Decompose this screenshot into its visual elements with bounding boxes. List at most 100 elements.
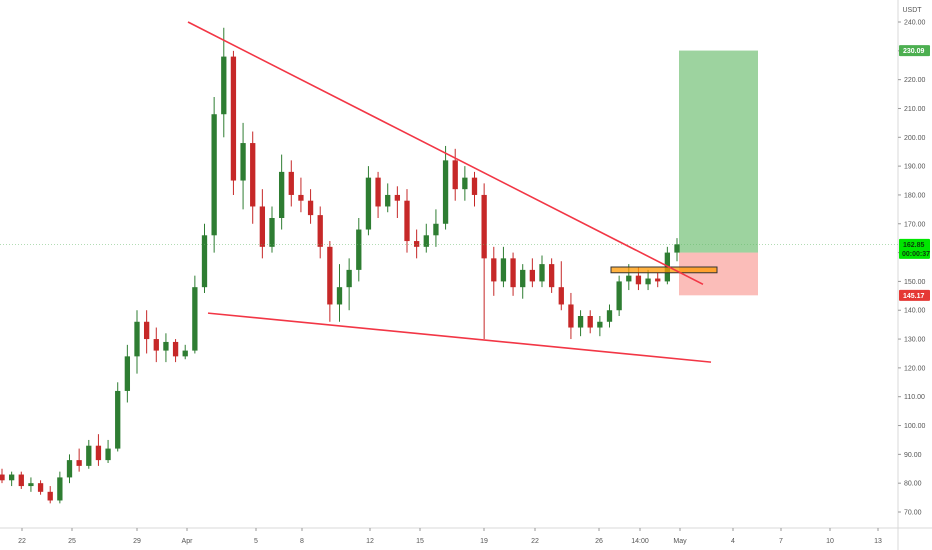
x-tick-label: 25 — [68, 538, 76, 545]
y-tick-label: 170.00 — [904, 221, 926, 228]
y-tick-label: 120.00 — [904, 365, 926, 372]
candle-body — [269, 218, 275, 247]
upper-resistance-trendline — [187, 21, 704, 286]
candle-body — [375, 177, 381, 207]
candle-body — [211, 114, 217, 236]
candle-body — [442, 160, 449, 224]
candle-body — [500, 258, 507, 282]
candle-body — [192, 287, 198, 351]
candle-body — [655, 278, 661, 282]
candle-body — [491, 258, 497, 282]
time-axis[interactable]: 22 25 29 Apr 5 8 12 15 19 22 26 14:00 May 4 7 10 13 — [18, 528, 882, 545]
y-tick-label: 100.00 — [904, 423, 926, 430]
candle-body — [548, 264, 555, 288]
x-tick-label: 22 — [18, 538, 26, 545]
candlestick-series — [0, 27, 680, 504]
candle-body — [423, 235, 429, 247]
position-zones — [679, 50, 758, 296]
x-tick-label: 22 — [531, 538, 539, 545]
candle-body — [558, 287, 564, 305]
candle-body — [221, 56, 227, 115]
price-badge-value: 145.17 — [903, 293, 925, 300]
candle-body — [471, 177, 478, 195]
candle-body — [597, 321, 603, 328]
candle-body — [413, 241, 420, 247]
candle-body — [86, 445, 92, 466]
candle-body — [587, 316, 593, 328]
candle-body — [259, 206, 266, 247]
candle-body — [250, 143, 256, 207]
price-axis[interactable]: 70.00 80.00 90.00 100.00 110.00 120.00 130.00 1… — [898, 20, 926, 517]
x-tick-label: 14:00 — [631, 538, 649, 545]
currency-label: USDT — [902, 7, 922, 14]
y-tick-label: 180.00 — [904, 192, 926, 199]
candle-body — [520, 269, 526, 288]
candle-body — [404, 200, 410, 242]
x-tick-label: 10 — [826, 538, 834, 545]
candle-body — [616, 281, 622, 311]
y-tick-label: 80.00 — [904, 481, 922, 488]
y-tick-label: 190.00 — [904, 164, 926, 171]
candle-body — [18, 474, 24, 487]
candle-body — [385, 194, 391, 207]
y-tick-label: 140.00 — [904, 308, 926, 315]
y-tick-label: 130.00 — [904, 337, 926, 344]
x-tick-label: 15 — [416, 538, 424, 545]
candle-body — [336, 287, 343, 305]
x-tick-label: 12 — [366, 538, 374, 545]
candle-body — [28, 483, 34, 487]
candle-body — [288, 171, 294, 195]
candle-body — [452, 160, 458, 190]
candle-body — [645, 278, 651, 285]
candle-body — [529, 269, 536, 282]
candle-body — [37, 483, 44, 492]
candle-body — [172, 341, 179, 357]
x-tick-label: 19 — [480, 538, 488, 545]
price-badge-value: 162.85 — [903, 242, 925, 249]
candle-body — [327, 246, 333, 305]
y-tick-label: 200.00 — [904, 135, 926, 142]
candle-body — [0, 474, 5, 481]
x-tick-label: 8 — [300, 538, 304, 545]
x-tick-label: May — [673, 538, 687, 545]
candle-body — [568, 304, 574, 328]
candle-body — [163, 341, 169, 351]
x-tick-label: 26 — [595, 538, 603, 545]
loss-zone — [679, 252, 758, 296]
y-tick-label: 90.00 — [904, 452, 922, 459]
countdown-label: 00:00:37 — [902, 251, 930, 258]
candle-body — [230, 56, 237, 181]
candle-body — [124, 356, 131, 391]
candle-body — [356, 229, 362, 270]
profit-zone — [679, 50, 758, 253]
candle-body — [240, 143, 246, 181]
candle-body — [66, 460, 73, 478]
candle-body — [278, 171, 285, 218]
candle-body — [115, 390, 121, 449]
candle-body — [626, 275, 632, 282]
price-badges: 230.09 162.85 00:00:37 145.17 — [899, 45, 930, 301]
candle-body — [76, 460, 82, 466]
plot-area — [0, 0, 898, 528]
candle-body — [481, 194, 487, 259]
candle-body — [8, 474, 15, 481]
current-price-badge: 162.85 00:00:37 — [899, 238, 930, 259]
x-tick-label: 5 — [254, 538, 258, 545]
candle-body — [606, 310, 613, 322]
candle-body — [346, 269, 352, 288]
x-tick-label: 29 — [133, 538, 141, 545]
stop-price-badge: 145.17 — [899, 289, 930, 301]
candle-body — [635, 275, 642, 285]
y-tick-label: 210.00 — [904, 106, 926, 113]
candle-body — [577, 316, 584, 328]
lower-support-trendline — [207, 312, 712, 363]
candle-body — [143, 321, 150, 340]
y-tick-label: 220.00 — [904, 77, 926, 84]
candle-body — [394, 194, 401, 201]
candle-body — [95, 445, 102, 461]
candle-body — [539, 264, 545, 282]
candle-body — [134, 321, 140, 357]
x-tick-label: 4 — [731, 538, 735, 545]
